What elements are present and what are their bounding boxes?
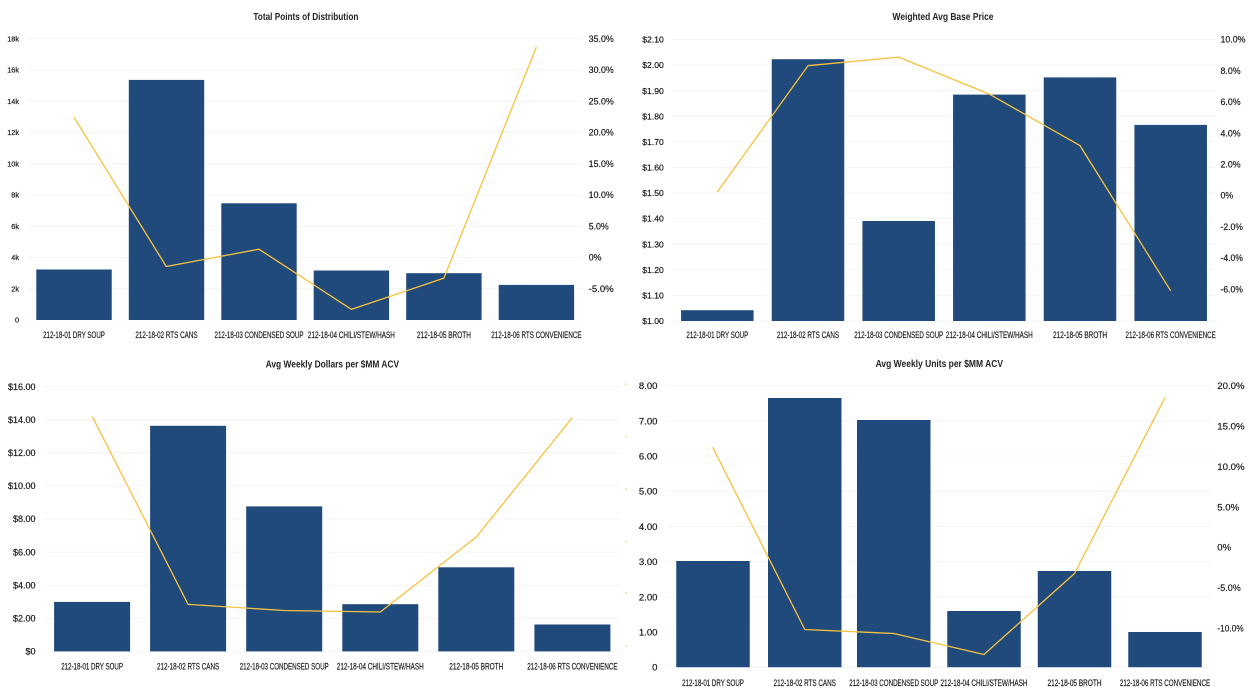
svg-text:0: 0 [15,316,19,325]
svg-text:12k: 12k [7,128,19,137]
svg-text:$1.00: $1.00 [642,316,664,326]
svg-text:-6.0%: -6.0% [1221,284,1244,294]
svg-text:$6.00: $6.00 [13,547,36,557]
svg-text:10.0%: 10.0% [1221,35,1246,45]
svg-text:-10.0%: -10.0% [1217,623,1244,634]
svg-text:$10.00: $10.00 [8,481,36,491]
svg-text:212-18-01 DRY SOUP: 212-18-01 DRY SOUP [686,330,748,340]
svg-text:212-18-03 CONDENSED SOUP: 212-18-03 CONDENSED SOUP [240,661,329,671]
svg-text:20.0%: 20.0% [589,128,614,138]
svg-text:$2.00: $2.00 [642,60,664,70]
svg-text:8.00: 8.00 [639,381,658,392]
svg-text:0%: 0% [1221,191,1234,201]
svg-text:212-18-05 BROTH: 212-18-05 BROTH [1053,330,1107,340]
svg-text:212-18-03 CONDENSED SOUP: 212-18-03 CONDENSED SOUP [854,330,943,340]
svg-text:8k: 8k [11,191,19,200]
svg-text:212-18-04 CHILI/STEW/HASH: 212-18-04 CHILI/STEW/HASH [308,330,395,340]
svg-text:212-18-05 BROTH: 212-18-05 BROTH [449,661,503,671]
svg-text:6.0%: 6.0% [1221,97,1241,107]
svg-text:8.0%: 8.0% [1221,66,1241,76]
svg-text:Avg Weekly Units per $MM ACV: Avg Weekly Units per $MM ACV [876,359,1004,370]
svg-text:$1.20: $1.20 [642,265,664,275]
svg-text:$0: $0 [25,647,35,657]
svg-text:212-18-06 RTS CONVENIENCE: 212-18-06 RTS CONVENIENCE [1126,330,1216,340]
svg-text:Avg Weekly Dollars per $MM ACV: Avg Weekly Dollars per $MM ACV [266,360,400,371]
svg-text:18k: 18k [7,34,19,43]
svg-text:5.0%: 5.0% [589,221,609,231]
svg-text:-4.0%: -4.0% [1221,253,1244,263]
svg-text:212-18-01 DRY SOUP: 212-18-01 DRY SOUP [682,678,744,689]
svg-text:0%: 0% [589,253,602,263]
svg-text:$1.90: $1.90 [642,86,664,96]
svg-text:$1.60: $1.60 [642,163,664,173]
svg-text:$4.00: $4.00 [13,580,36,590]
svg-text:30.0%: 30.0% [589,65,614,75]
svg-text:212-18-04 CHILI/STEW/HASH: 212-18-04 CHILI/STEW/HASH [337,661,424,671]
svg-text:0%: 0% [1217,543,1231,554]
svg-text:$1.40: $1.40 [642,214,664,224]
svg-text:$16.00: $16.00 [8,382,36,392]
svg-text:14k: 14k [7,97,19,106]
svg-text:212-18-01 DRY SOUP: 212-18-01 DRY SOUP [43,330,105,340]
svg-text:$2.10: $2.10 [642,35,664,45]
svg-text:15.0%: 15.0% [589,159,614,169]
svg-text:-2.0%: -2.0% [1221,222,1244,232]
svg-text:-5.0%: -5.0% [1217,583,1241,594]
svg-text:10.0%: 10.0% [589,190,614,200]
svg-text:$8.00: $8.00 [13,514,36,524]
svg-text:212-18-06 RTS CONVENIENCE: 212-18-06 RTS CONVENIENCE [527,661,617,671]
svg-text:212-18-02 RTS CANS: 212-18-02 RTS CANS [774,678,836,689]
svg-text:4.0%: 4.0% [1221,128,1241,138]
svg-text:212-18-06 RTS CONVENIENCE: 212-18-06 RTS CONVENIENCE [1120,678,1210,689]
svg-text:35.0%: 35.0% [589,34,614,44]
svg-text:2.0%: 2.0% [1221,159,1241,169]
svg-text:$1.10: $1.10 [642,291,664,301]
svg-text:$1.80: $1.80 [642,111,664,121]
svg-text:15.0%: 15.0% [1217,422,1245,433]
svg-text:5.00: 5.00 [639,487,658,498]
svg-text:212-18-04 CHILI/STEW/HASH: 212-18-04 CHILI/STEW/HASH [946,330,1033,340]
svg-text:Total Points of Distribution: Total Points of Distribution [253,11,358,23]
svg-text:$2.00: $2.00 [13,614,36,624]
svg-text:10.0%: 10.0% [1217,462,1245,473]
svg-text:$1.50: $1.50 [642,188,664,198]
svg-text:212-18-02 RTS CANS: 212-18-02 RTS CANS [157,661,219,671]
svg-text:212-18-05 BROTH: 212-18-05 BROTH [417,330,471,340]
svg-text:212-18-05 BROTH: 212-18-05 BROTH [1048,678,1102,689]
svg-text:10k: 10k [7,159,19,168]
svg-text:5.0%: 5.0% [1217,502,1239,513]
svg-text:1.00: 1.00 [639,627,658,638]
svg-text:4.00: 4.00 [639,522,658,533]
svg-text:$1.70: $1.70 [642,137,664,147]
svg-text:2k: 2k [11,284,19,293]
svg-text:2.00: 2.00 [639,592,658,603]
svg-text:Weighted Avg Base Price: Weighted Avg Base Price [893,11,994,23]
svg-text:25.0%: 25.0% [589,96,614,106]
svg-text:16k: 16k [7,66,19,75]
svg-text:212-18-02 RTS CANS: 212-18-02 RTS CANS [777,330,839,340]
svg-text:212-18-02 RTS CANS: 212-18-02 RTS CANS [135,330,197,340]
svg-text:20.0%: 20.0% [1217,381,1245,392]
svg-text:-5.0%: -5.0% [589,284,614,294]
svg-text:0: 0 [652,663,657,674]
svg-text:212-18-01 DRY SOUP: 212-18-01 DRY SOUP [61,661,123,671]
svg-text:6k: 6k [11,222,19,231]
svg-text:$12.00: $12.00 [8,448,36,458]
svg-text:4k: 4k [11,253,19,262]
svg-text:$1.30: $1.30 [642,239,664,249]
svg-text:$14.00: $14.00 [8,415,36,425]
svg-text:6.00: 6.00 [639,452,658,463]
svg-text:7.00: 7.00 [639,416,658,427]
svg-text:212-18-03 CONDENSED SOUP: 212-18-03 CONDENSED SOUP [849,678,938,689]
svg-text:212-18-03 CONDENSED SOUP: 212-18-03 CONDENSED SOUP [215,330,304,340]
svg-text:212-18-04 CHILI/STEW/HASH: 212-18-04 CHILI/STEW/HASH [941,678,1028,689]
svg-text:3.00: 3.00 [639,557,658,568]
svg-text:212-18-06 RTS CONVENIENCE: 212-18-06 RTS CONVENIENCE [491,330,581,340]
